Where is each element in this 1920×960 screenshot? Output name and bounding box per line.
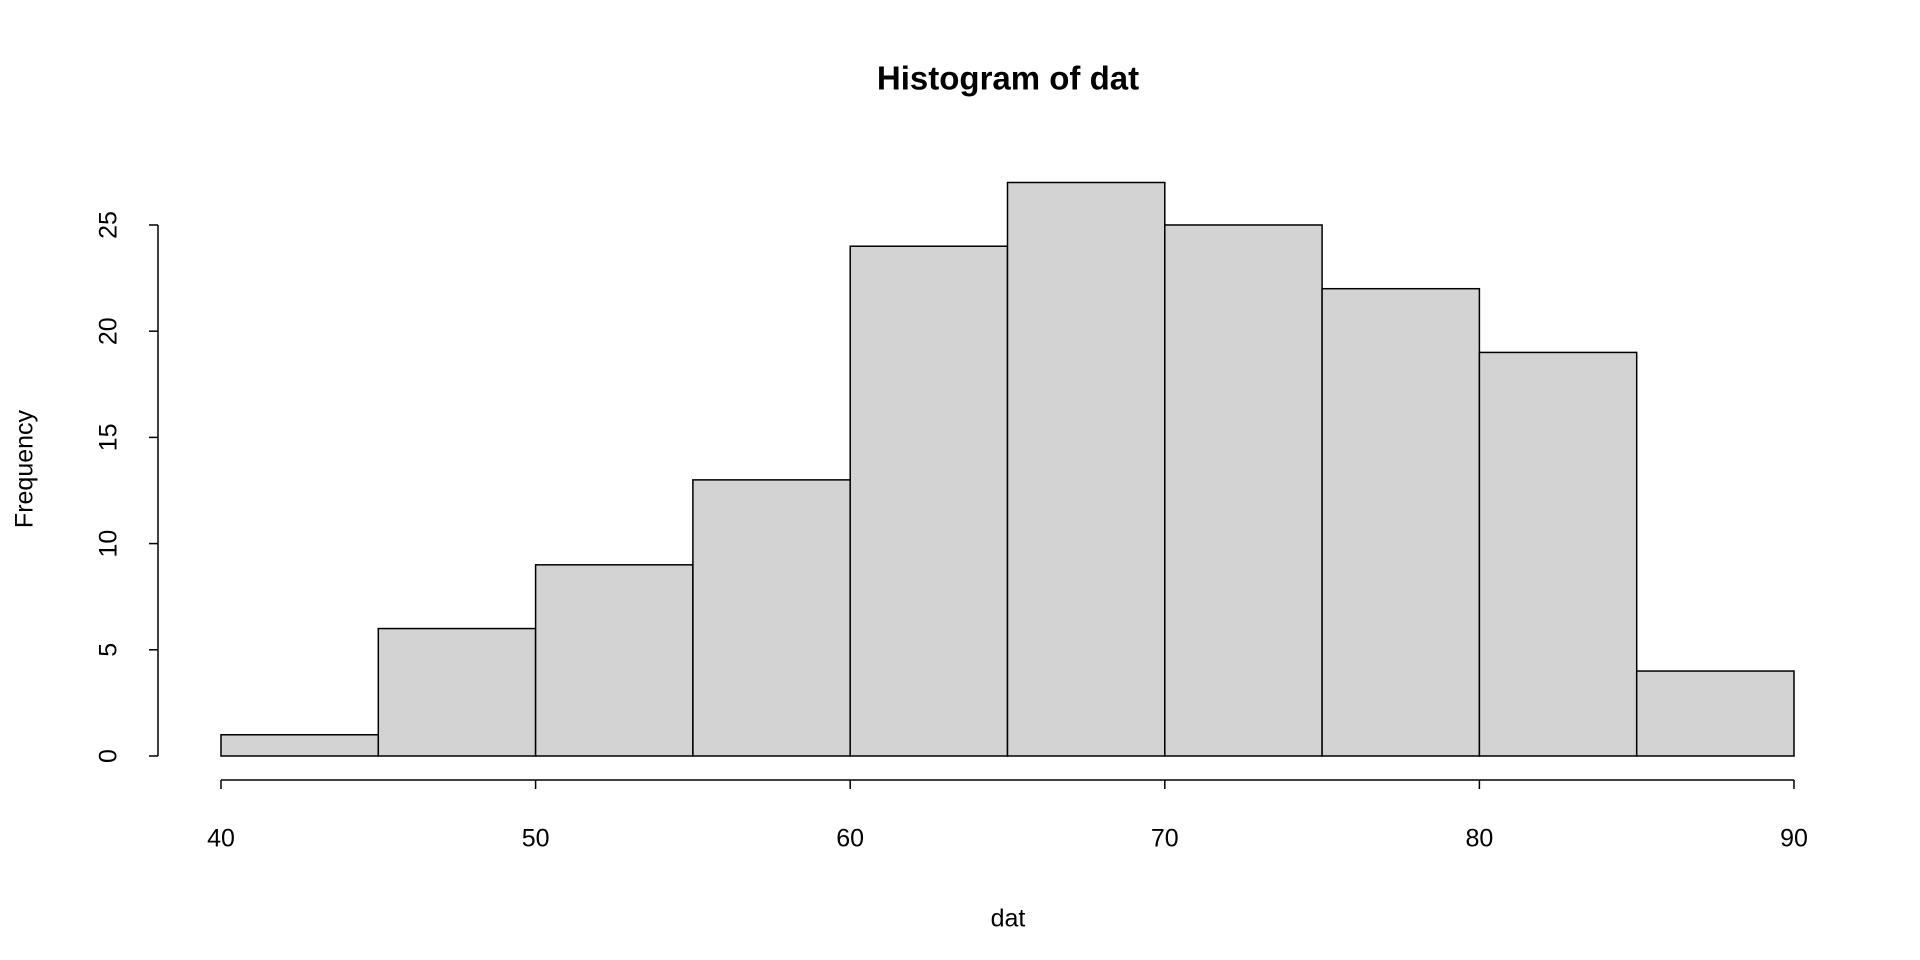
y-tick-label: 15 (95, 423, 123, 451)
x-tick-label: 50 (522, 825, 550, 853)
y-tick-label: 20 (95, 317, 123, 345)
bar (534, 564, 694, 757)
bar (377, 627, 537, 757)
bar (1164, 224, 1323, 757)
x-tick-label: 90 (1780, 825, 1808, 853)
bar (1635, 670, 1795, 757)
bar (1006, 181, 1166, 757)
y-axis-label: Frequency (11, 409, 39, 528)
chart-title: Histogram of dat (877, 60, 1139, 97)
x-tick-label: 70 (1151, 825, 1179, 853)
x-axis-label: dat (991, 905, 1026, 933)
x-tick-label: 80 (1465, 825, 1493, 853)
y-tick-label: 25 (95, 211, 123, 239)
bar (692, 479, 851, 757)
x-tick-label: 60 (836, 825, 864, 853)
y-tick-label: 0 (95, 749, 123, 763)
y-tick-label: 10 (95, 530, 123, 558)
bar (220, 734, 380, 757)
bar (1478, 351, 1638, 757)
bar (849, 245, 1009, 757)
bar (1321, 287, 1481, 757)
x-tick-label: 40 (207, 825, 235, 853)
y-tick-label: 5 (95, 643, 123, 657)
